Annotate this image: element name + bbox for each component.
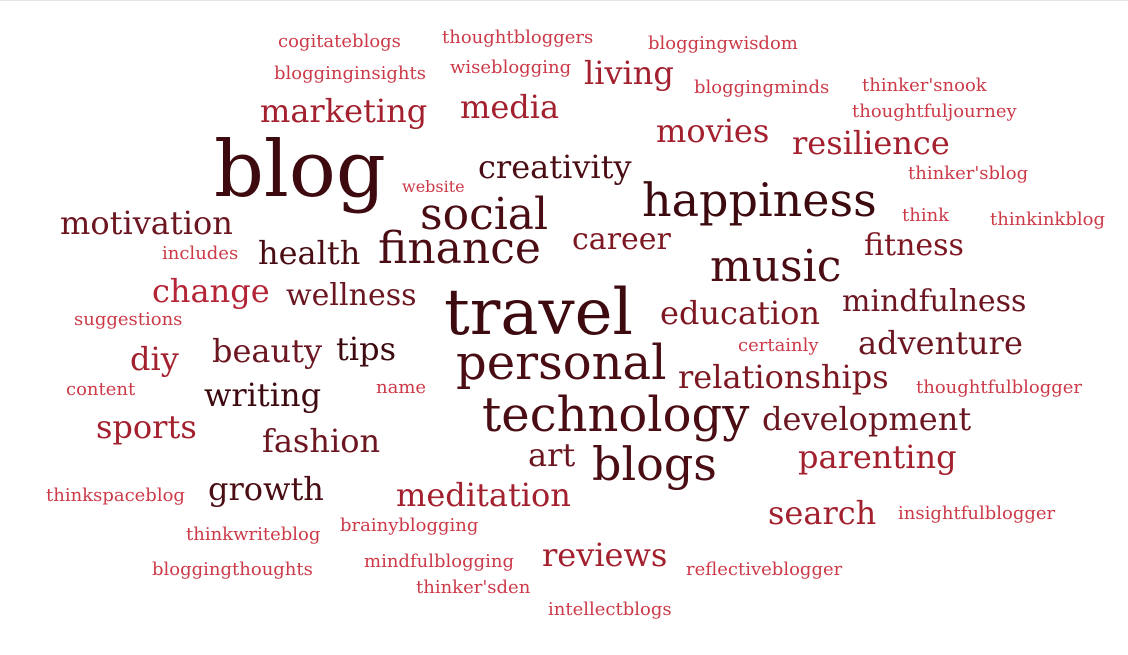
cloud-word: brainyblogging xyxy=(340,515,479,536)
cloud-word: thoughtfuljourney xyxy=(852,101,1017,122)
cloud-word: health xyxy=(258,234,361,272)
cloud-word: movies xyxy=(656,112,770,150)
cloud-word: content xyxy=(66,379,136,400)
cloud-word: bloggingwisdom xyxy=(648,33,798,54)
cloud-word: sports xyxy=(96,408,197,446)
cloud-word: bloggingminds xyxy=(694,77,830,98)
cloud-word: fitness xyxy=(864,228,964,263)
cloud-word: mindfulness xyxy=(842,284,1027,319)
cloud-word: tips xyxy=(336,330,396,368)
cloud-word: mindfulblogging xyxy=(364,551,514,572)
cloud-word: writing xyxy=(204,376,322,414)
cloud-word: change xyxy=(152,272,270,310)
cloud-word: marketing xyxy=(260,92,428,130)
cloud-word: resilience xyxy=(792,124,950,162)
cloud-word: think xyxy=(902,205,950,226)
cloud-word: suggestions xyxy=(74,309,183,330)
cloud-word: adventure xyxy=(858,324,1023,362)
cloud-word: cogitateblogs xyxy=(278,31,401,52)
cloud-word: meditation xyxy=(396,476,571,514)
cloud-word: name xyxy=(376,377,427,398)
cloud-word: living xyxy=(584,54,674,92)
cloud-word: motivation xyxy=(60,204,233,242)
cloud-word: thinker'sblog xyxy=(908,163,1029,184)
cloud-word: blog xyxy=(214,125,386,215)
cloud-word: wellness xyxy=(286,278,417,313)
cloud-word: blogs xyxy=(592,437,717,491)
cloud-word: bloggingthoughts xyxy=(152,559,313,580)
cloud-word: media xyxy=(460,88,560,126)
cloud-word: thinker'sden xyxy=(416,577,531,598)
cloud-word: reviews xyxy=(542,536,668,574)
cloud-word: art xyxy=(528,436,576,474)
cloud-word: certainly xyxy=(738,335,819,356)
cloud-word: thinkinkblog xyxy=(990,209,1105,230)
cloud-word: thinker'snook xyxy=(862,75,987,96)
cloud-word: thoughtfulblogger xyxy=(916,377,1083,398)
cloud-word: thinkspaceblog xyxy=(46,485,185,506)
cloud-word: fashion xyxy=(262,422,381,460)
cloud-word: includes xyxy=(162,243,239,264)
cloud-word: personal xyxy=(456,335,667,391)
cloud-word: beauty xyxy=(212,332,323,370)
cloud-word: thoughtbloggers xyxy=(442,27,594,48)
cloud-word: search xyxy=(768,494,877,532)
cloud-word: parenting xyxy=(798,438,957,476)
cloud-word: happiness xyxy=(642,173,877,227)
cloud-word: development xyxy=(762,400,972,438)
cloud-word: education xyxy=(660,294,820,332)
cloud-word: relationships xyxy=(678,358,889,396)
cloud-word: blogginginsights xyxy=(274,63,426,84)
cloud-word: insightfulblogger xyxy=(898,503,1056,524)
cloud-word: music xyxy=(710,241,842,292)
cloud-word: reflectiveblogger xyxy=(686,559,843,580)
cloud-word: wiseblogging xyxy=(450,57,572,78)
cloud-word: website xyxy=(402,177,465,196)
cloud-word: travel xyxy=(444,276,633,350)
cloud-word: technology xyxy=(482,387,750,443)
cloud-word: social xyxy=(420,189,549,240)
cloud-word: diy xyxy=(130,340,179,378)
cloud-word: career xyxy=(572,222,671,257)
cloud-word: creativity xyxy=(478,148,632,186)
cloud-word: thinkwriteblog xyxy=(186,524,321,545)
cloud-word: finance xyxy=(378,223,541,274)
cloud-word: growth xyxy=(208,470,324,508)
cloud-word: intellectblogs xyxy=(548,599,672,620)
